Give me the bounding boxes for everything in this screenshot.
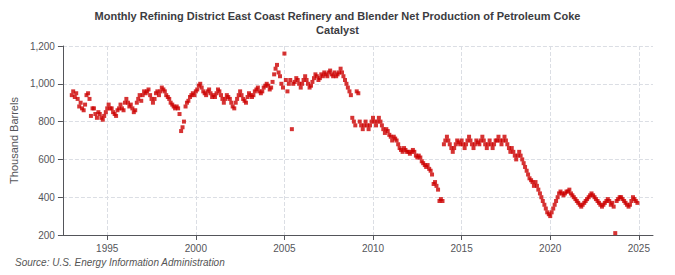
svg-text:2000: 2000 xyxy=(185,243,208,254)
svg-text:Monthly Refining District East: Monthly Refining District East Coast Ref… xyxy=(95,10,581,22)
svg-text:2020: 2020 xyxy=(539,243,562,254)
svg-text:2025: 2025 xyxy=(628,243,651,254)
svg-text:800: 800 xyxy=(38,116,55,127)
svg-text:600: 600 xyxy=(38,154,55,165)
svg-text:Thousand Barrels: Thousand Barrels xyxy=(8,97,20,184)
svg-text:200: 200 xyxy=(38,230,55,241)
svg-text:2015: 2015 xyxy=(450,243,473,254)
svg-text:1,200: 1,200 xyxy=(30,41,55,52)
svg-text:1,000: 1,000 xyxy=(30,78,55,89)
svg-text:Catalyst: Catalyst xyxy=(316,24,359,36)
svg-text:2010: 2010 xyxy=(362,243,385,254)
svg-text:1995: 1995 xyxy=(96,243,119,254)
svg-text:400: 400 xyxy=(38,192,55,203)
svg-text:2005: 2005 xyxy=(273,243,296,254)
svg-text:Source: U.S. Energy Informatio: Source: U.S. Energy Information Administ… xyxy=(15,257,225,268)
